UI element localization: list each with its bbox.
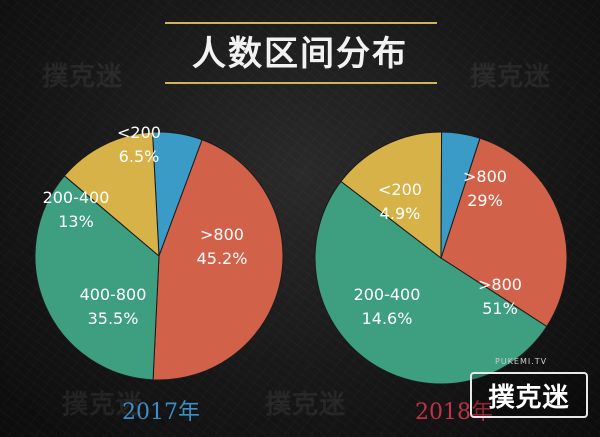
- slice-label-percent: 51%: [482, 299, 518, 318]
- title-divider-bottom: [165, 82, 437, 84]
- slice-label-name: 200-400: [354, 285, 421, 304]
- pie-slice-2018-0: [440, 137, 568, 328]
- slice-label-percent: 4.9%: [380, 204, 421, 223]
- slice-label-percent: 29%: [467, 191, 503, 210]
- brand-logo: 撲克迷: [470, 372, 588, 418]
- watermark: 撲克迷: [265, 390, 347, 420]
- slice-label-percent: 45.2%: [197, 249, 248, 268]
- chart-title-2018: 2018年: [415, 400, 493, 425]
- logo-subtext: PUKEMI.TV: [495, 357, 548, 366]
- pie-slice-2017-3: [63, 131, 160, 258]
- page-title: 人数区间分布: [192, 34, 408, 74]
- slice-label-name: >800: [478, 275, 522, 294]
- watermark: 撲克迷: [62, 390, 144, 420]
- pie-slice-2017-1: [152, 139, 284, 381]
- pie-slice-2018-2: [340, 131, 443, 260]
- pie-slice-2018-1: [314, 180, 548, 385]
- slice-label-name: <200: [117, 123, 161, 142]
- logo-text: 撲克迷: [488, 382, 570, 413]
- pie-slice-2018-3: [440, 131, 481, 259]
- slice-label-name: 200-400: [43, 188, 110, 207]
- slice-label-percent: 13%: [58, 212, 94, 231]
- slice-label-percent: 14.6%: [362, 309, 413, 328]
- title-divider-top: [165, 22, 437, 24]
- chart-title-2017: 2017年: [122, 400, 200, 425]
- watermark: 撲克迷: [470, 62, 552, 92]
- slice-label-name: >800: [463, 167, 507, 186]
- watermark: 撲克迷: [42, 62, 124, 92]
- pie-slice-2017-2: [34, 175, 160, 381]
- slice-label-percent: 6.5%: [119, 147, 160, 166]
- slice-label-percent: 35.5%: [88, 309, 139, 328]
- slice-label-name: 400-800: [80, 285, 147, 304]
- slice-label-name: >800: [200, 225, 244, 244]
- slice-label-name: <200: [378, 180, 422, 199]
